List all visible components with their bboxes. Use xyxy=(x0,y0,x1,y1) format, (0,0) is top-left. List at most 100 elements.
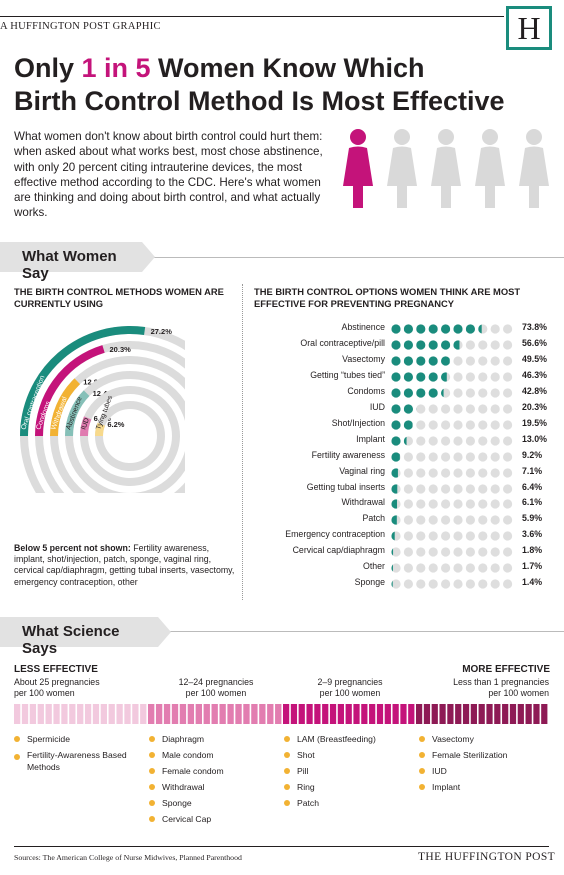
effective-row-label: Fertility awareness xyxy=(311,449,385,460)
scale-tick xyxy=(259,704,266,724)
effective-row-dots xyxy=(391,467,513,478)
huffington-post-logo: H xyxy=(506,6,552,50)
dot-fill xyxy=(441,372,447,382)
dot xyxy=(453,420,463,430)
dot xyxy=(391,563,401,573)
dot-fill xyxy=(403,340,413,350)
dot xyxy=(453,563,463,573)
effective-row-label: Shot/Injection xyxy=(331,417,385,428)
scale-tick xyxy=(384,704,391,724)
dot xyxy=(428,404,438,414)
dot-fill xyxy=(391,324,401,334)
dot xyxy=(453,404,463,414)
dot xyxy=(441,563,451,573)
effective-row-value: 46.3% xyxy=(522,369,547,380)
woman-icon xyxy=(519,129,549,208)
ring-arc xyxy=(50,378,81,437)
effective-row: Implant 13.0% xyxy=(247,433,559,449)
dot xyxy=(465,499,475,510)
effective-row-dots xyxy=(391,531,513,541)
effective-row-label: Patch xyxy=(362,513,386,524)
title-post: Women Know Which xyxy=(150,53,425,83)
scale-tick xyxy=(353,704,360,724)
group-less-effective-list: Spermicide Fertility-Awareness Based Met… xyxy=(14,731,144,773)
scale-tick xyxy=(470,704,477,724)
effective-row-label: Getting tubal inserts xyxy=(306,481,385,492)
scale-tick xyxy=(219,704,226,724)
dot xyxy=(478,547,488,557)
scale-tick xyxy=(203,704,210,724)
scale-tick xyxy=(53,704,60,724)
scale-tick xyxy=(298,704,305,724)
dot xyxy=(428,579,438,589)
scale-tick xyxy=(533,704,540,724)
dot xyxy=(503,404,513,414)
scale-tick xyxy=(541,704,548,724)
dot xyxy=(478,340,488,350)
effective-row-label: Withdrawal xyxy=(341,497,385,508)
dot-fill xyxy=(441,356,450,366)
dot xyxy=(441,547,451,557)
section-rule xyxy=(0,631,564,632)
dot xyxy=(416,563,426,573)
ring-arc xyxy=(35,345,105,437)
scale-tick xyxy=(251,704,258,724)
dot xyxy=(478,483,488,494)
effective-row: Vasectomy 49.5% xyxy=(247,353,559,369)
effective-row-label: Other xyxy=(362,561,385,572)
more-effective-label: MORE EFFECTIVE xyxy=(462,664,550,675)
scale-tick xyxy=(195,704,202,724)
list-item: Pill xyxy=(284,763,414,779)
women-icons xyxy=(343,129,549,208)
dot-fill xyxy=(391,388,401,398)
note-text: Fertility awareness, implant, shot/injec… xyxy=(14,543,235,587)
scale-tick xyxy=(171,704,179,724)
effective-row-value: 5.9% xyxy=(522,513,543,524)
dot xyxy=(428,515,438,525)
dot xyxy=(490,531,500,541)
effective-row-value: 6.1% xyxy=(522,497,543,508)
effective-row-dots xyxy=(391,515,513,525)
effective-row: Condoms 42.8% xyxy=(247,385,559,401)
dot xyxy=(465,388,475,398)
dot xyxy=(428,547,438,557)
scale-tick xyxy=(275,704,282,724)
scale-tick xyxy=(447,704,454,724)
dot xyxy=(465,372,475,382)
effective-row-dots xyxy=(391,499,513,510)
scale-tick xyxy=(37,704,44,724)
dot xyxy=(416,404,426,414)
effective-row-value: 42.8% xyxy=(522,385,547,396)
scale-tick xyxy=(100,704,107,724)
dot xyxy=(503,436,513,446)
range-label-3: 2–9 pregnancies per 100 women xyxy=(317,677,383,698)
dot-fill xyxy=(391,356,401,366)
list-item: Diaphragm xyxy=(149,731,279,747)
dot xyxy=(428,483,438,494)
scale-tick xyxy=(337,704,344,724)
range-label-2: 12–24 pregnancies per 100 women xyxy=(178,677,254,698)
dot xyxy=(503,499,513,510)
dot xyxy=(453,547,463,557)
effective-row-value: 20.3% xyxy=(522,401,547,412)
dot-fill xyxy=(441,340,451,350)
effective-row-value: 1.7% xyxy=(522,561,543,572)
effective-row-label: Cervical cap/diaphragm xyxy=(292,545,385,556)
dot xyxy=(441,515,451,525)
effective-row-dots xyxy=(391,547,513,557)
effective-row-dots xyxy=(391,563,513,573)
range-label-4: Less than 1 pregnancies per 100 women xyxy=(453,677,549,698)
dot xyxy=(453,579,463,589)
dot xyxy=(503,340,513,350)
dot xyxy=(503,563,513,573)
dot xyxy=(465,356,475,366)
dot xyxy=(465,483,475,494)
dot xyxy=(503,388,513,398)
effective-row: Other 1.7% xyxy=(247,560,559,576)
dot-fill xyxy=(453,340,460,350)
sources-text: Sources: The American College of Nurse M… xyxy=(14,853,242,862)
scale-tick xyxy=(462,704,470,724)
list-item: Fertility-Awareness Based Methods xyxy=(14,749,144,773)
effective-row: Vaginal ring 7.1% xyxy=(247,465,559,481)
dot-fill xyxy=(403,388,413,398)
